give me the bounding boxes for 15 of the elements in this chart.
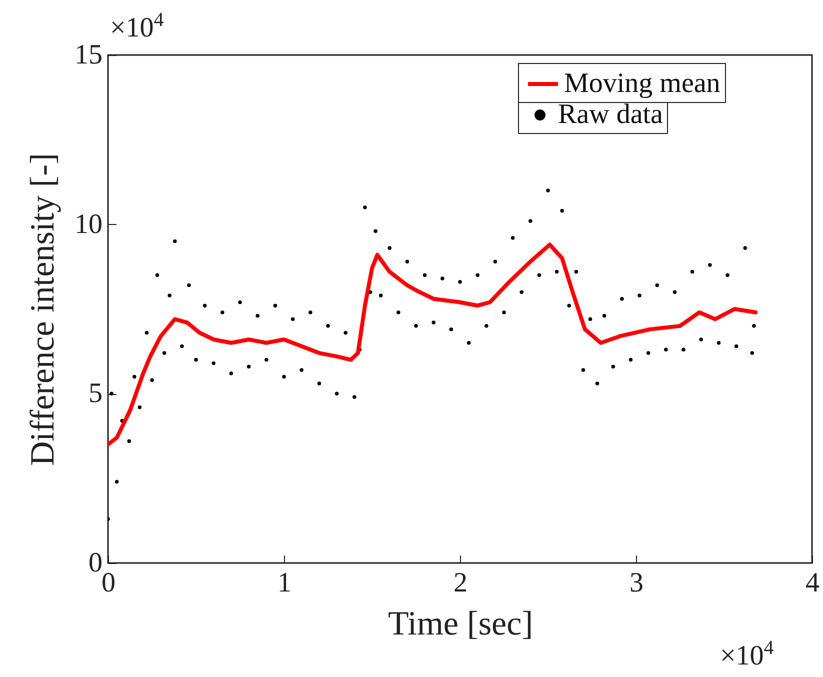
text: ×10$^{4}$ <box>720 637 774 672</box>
y-tick-label: 10 <box>74 208 102 240</box>
x-tick-label: 2 <box>454 568 468 598</box>
legend-label: Raw data <box>558 99 664 130</box>
x-tick-label: 4 <box>806 568 820 598</box>
y-axis-title: Difference intensity [-] <box>24 153 62 466</box>
x-axis-title: Time [sec] <box>388 606 534 642</box>
y-tick-label: 5 <box>88 378 102 410</box>
x-tick-label: 1 <box>278 568 292 598</box>
text: ×10$^{4}$ <box>110 9 164 44</box>
line-series <box>108 242 758 446</box>
y-tick-label: 0 <box>88 548 102 578</box>
legend-label: Moving mean <box>564 68 720 99</box>
y-tick-label: 15 <box>74 40 102 70</box>
x-tick-label: 3 <box>630 568 644 598</box>
